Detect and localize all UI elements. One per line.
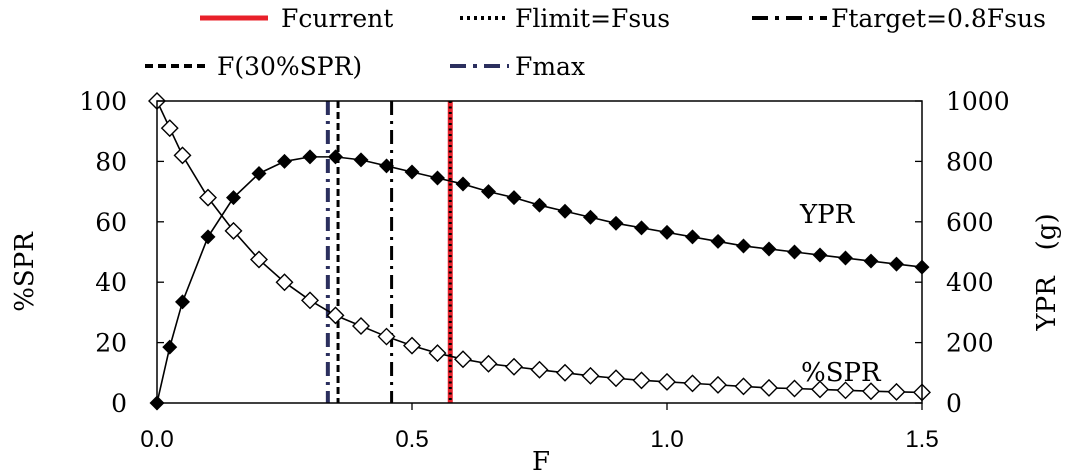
data-point-spr [581, 366, 600, 385]
data-point-spr [734, 377, 753, 396]
legend-label-f-30-spr: F(30%SPR) [217, 52, 362, 81]
data-point-ypr [812, 247, 828, 263]
plot-frame [156, 100, 923, 404]
data-point-ypr [353, 152, 369, 168]
data-point-ypr [379, 158, 394, 174]
y-left-axis-label: %SPR [10, 231, 40, 312]
data-point-ypr [162, 339, 178, 355]
y-left-tick-label: 100 [79, 87, 127, 116]
data-point-spr [505, 357, 523, 376]
data-point-spr [556, 363, 574, 382]
y-left-tick-label: 60 [95, 208, 127, 237]
data-point-ypr [634, 220, 649, 236]
data-point-spr [836, 381, 855, 400]
data-point-ypr [481, 184, 496, 200]
y-right-axis-label: YPR (g) [1032, 213, 1062, 331]
data-point-spr [479, 354, 498, 373]
x-tick-label: 1.5 [905, 426, 938, 453]
y-right-tick-label: 800 [946, 147, 994, 176]
data-point-ypr [226, 190, 241, 206]
data-point-spr [632, 371, 651, 390]
data-point-ypr [710, 233, 726, 249]
data-point-ypr [328, 149, 343, 165]
series-label-spr: %SPR [801, 358, 882, 388]
data-point-ypr [838, 250, 853, 266]
data-point-spr [428, 344, 447, 363]
data-point-ypr [863, 253, 879, 269]
y-left-tick-label: 20 [95, 329, 127, 358]
y-right-tick-label: 400 [946, 268, 994, 297]
data-point-spr [607, 369, 625, 388]
data-point-ypr [532, 197, 547, 213]
data-point-ypr [608, 215, 624, 231]
series-line-spr [156, 100, 923, 394]
y-right-tick-label: 0 [946, 389, 962, 418]
data-point-spr [160, 119, 179, 138]
data-point-spr [224, 221, 243, 240]
legend-label-fcurrent: Fcurrent [281, 4, 393, 33]
data-point-ypr [557, 203, 573, 219]
data-point-spr [862, 382, 880, 401]
data-point-ypr [404, 164, 420, 180]
data-point-spr [709, 375, 727, 394]
data-point-spr [352, 317, 370, 335]
legend-label-ftarget-0-8fsus: Ftarget=0.8Fsus [831, 4, 1046, 33]
data-point-ypr [685, 229, 700, 245]
data-point-ypr [175, 294, 190, 310]
data-point-spr [403, 336, 421, 355]
data-point-spr [530, 360, 549, 379]
data-point-ypr [251, 165, 267, 181]
data-point-spr [199, 188, 217, 207]
y-left-tick-label: 40 [95, 268, 127, 297]
data-point-ypr [761, 241, 777, 257]
data-point-ypr [659, 224, 675, 240]
data-point-spr [658, 372, 676, 391]
legend-label-flimit-fsus: Flimit=Fsus [515, 4, 670, 33]
series-label-ypr: YPR [799, 200, 856, 230]
x-tick-label: 0.0 [140, 426, 173, 453]
data-point-spr [811, 380, 829, 399]
data-point-spr [760, 378, 778, 397]
y-left-tick-label: 0 [111, 389, 127, 418]
data-point-ypr [583, 209, 598, 225]
data-point-ypr [506, 190, 522, 206]
data-point-ypr [200, 229, 216, 245]
data-point-spr [275, 273, 294, 292]
x-axis-label: F [532, 447, 550, 473]
data-point-ypr [736, 238, 751, 254]
data-point-ypr [787, 244, 802, 260]
data-point-spr [887, 382, 906, 401]
data-point-ypr [889, 256, 904, 272]
data-point-spr [173, 146, 192, 165]
data-point-spr [326, 306, 345, 325]
x-tick-label: 0.5 [395, 426, 428, 453]
y-left-tick-label: 80 [95, 147, 127, 176]
data-point-spr [454, 350, 472, 369]
y-right-tick-label: 200 [946, 329, 994, 358]
data-point-ypr [430, 170, 445, 186]
y-right-tick-label: 1000 [946, 87, 1010, 116]
data-point-ypr [455, 176, 471, 192]
legend: Fcurrent Flimit=Fsus Ftarget=0.8Fsus F(30%S… [145, 4, 1046, 81]
data-point-spr [301, 291, 319, 310]
x-tick-label: 1.0 [650, 426, 683, 453]
legend-label-fmax: Fmax [515, 52, 585, 81]
data-point-spr [250, 250, 268, 269]
data-point-ypr [302, 149, 318, 165]
data-point-ypr [277, 153, 292, 169]
data-point-spr [683, 374, 702, 393]
data-point-spr [785, 379, 804, 398]
y-right-tick-label: 600 [946, 208, 994, 237]
data-point-spr [377, 327, 396, 346]
